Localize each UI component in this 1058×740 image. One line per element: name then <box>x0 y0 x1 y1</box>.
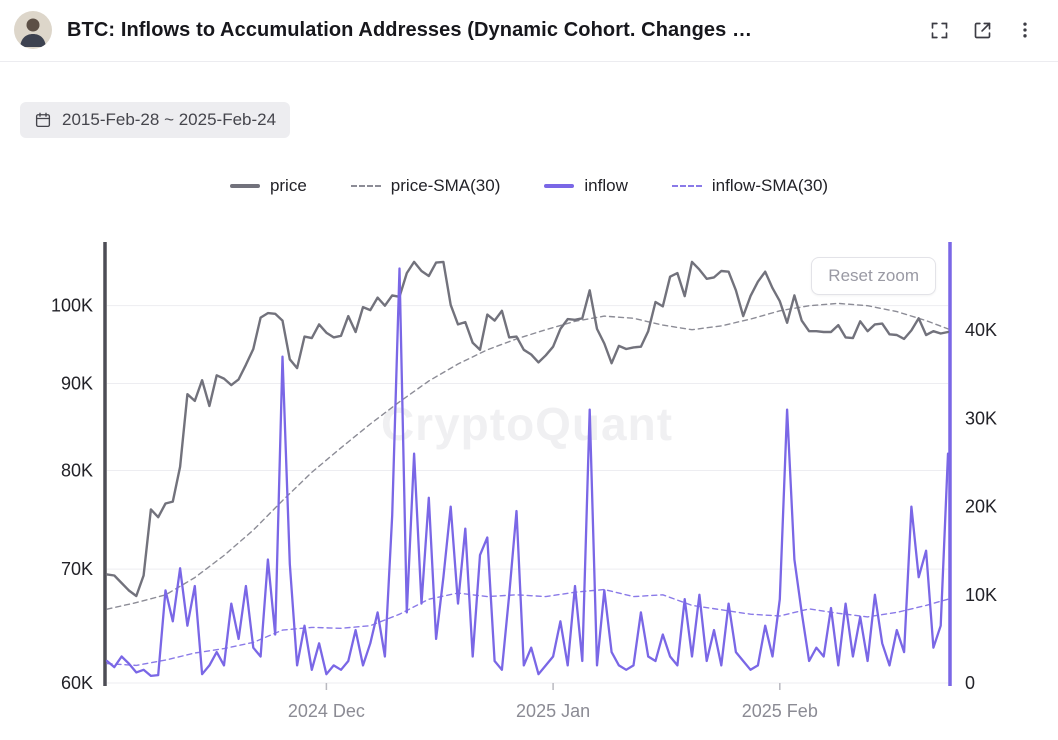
date-range-label: 2015-Feb-28 ~ 2025-Feb-24 <box>62 110 277 129</box>
x-tick-label: 2024 Dec <box>288 701 365 721</box>
watermark: CryptoQuant <box>380 398 674 450</box>
date-range-chip[interactable]: 2015-Feb-28 ~ 2025-Feb-24 <box>20 102 291 138</box>
x-tick-label: 2025 Jan <box>516 701 590 721</box>
y-left-tick-label: 60K <box>61 673 93 693</box>
legend-item-inflow-sma[interactable]: inflow-SMA(30) <box>671 176 829 196</box>
legend-label-inflow-sma: inflow-SMA(30) <box>711 176 829 195</box>
fullscreen-icon <box>931 22 948 38</box>
legend-label-price-sma: price-SMA(30) <box>390 176 501 195</box>
header-actions <box>926 17 1038 44</box>
open-external-button[interactable] <box>969 17 996 44</box>
y-right-tick-label: 10K <box>965 585 997 605</box>
y-right-tick-label: 30K <box>965 408 997 428</box>
y-right-tick-label: 0 <box>965 673 975 693</box>
legend-item-price-sma[interactable]: price-SMA(30) <box>350 176 501 196</box>
y-right-tick-label: 20K <box>965 497 997 517</box>
open-in-new-icon <box>974 22 991 38</box>
fullscreen-button[interactable] <box>926 17 953 44</box>
price-SMA(30)-line <box>106 302 949 610</box>
y-left-tick-label: 80K <box>61 460 93 480</box>
more-options-button[interactable] <box>1012 17 1038 43</box>
y-right-tick-label: 40K <box>965 320 997 340</box>
price-line-swatch <box>229 184 260 188</box>
price-sma-line-swatch <box>350 185 381 187</box>
inflow-line <box>105 267 950 678</box>
reset-zoom-button[interactable]: Reset zoom <box>811 257 936 295</box>
avatar <box>14 11 52 49</box>
y-left-tick-label: 100K <box>51 296 93 316</box>
calendar-icon <box>35 112 51 128</box>
legend-item-price[interactable]: price <box>229 176 307 196</box>
x-tick-label: 2025 Feb <box>742 701 818 721</box>
legend-item-inflow[interactable]: inflow <box>544 176 628 196</box>
page-title: BTC: Inflows to Accumulation Addresses (… <box>67 18 753 41</box>
legend-label-inflow: inflow <box>584 176 628 195</box>
y-left-tick-label: 90K <box>61 373 93 393</box>
y-left-tick-label: 70K <box>61 559 93 579</box>
kebab-menu-icon <box>1023 22 1027 38</box>
inflow-SMA(30)-line <box>106 588 949 667</box>
inflow-line-swatch <box>544 184 575 188</box>
chart-legend: price price-SMA(30) inflow inflow-SMA(30… <box>0 176 1058 196</box>
header: BTC: Inflows to Accumulation Addresses (… <box>0 0 1058 62</box>
inflow-sma-line-swatch <box>671 185 702 187</box>
legend-label-price: price <box>269 176 307 195</box>
